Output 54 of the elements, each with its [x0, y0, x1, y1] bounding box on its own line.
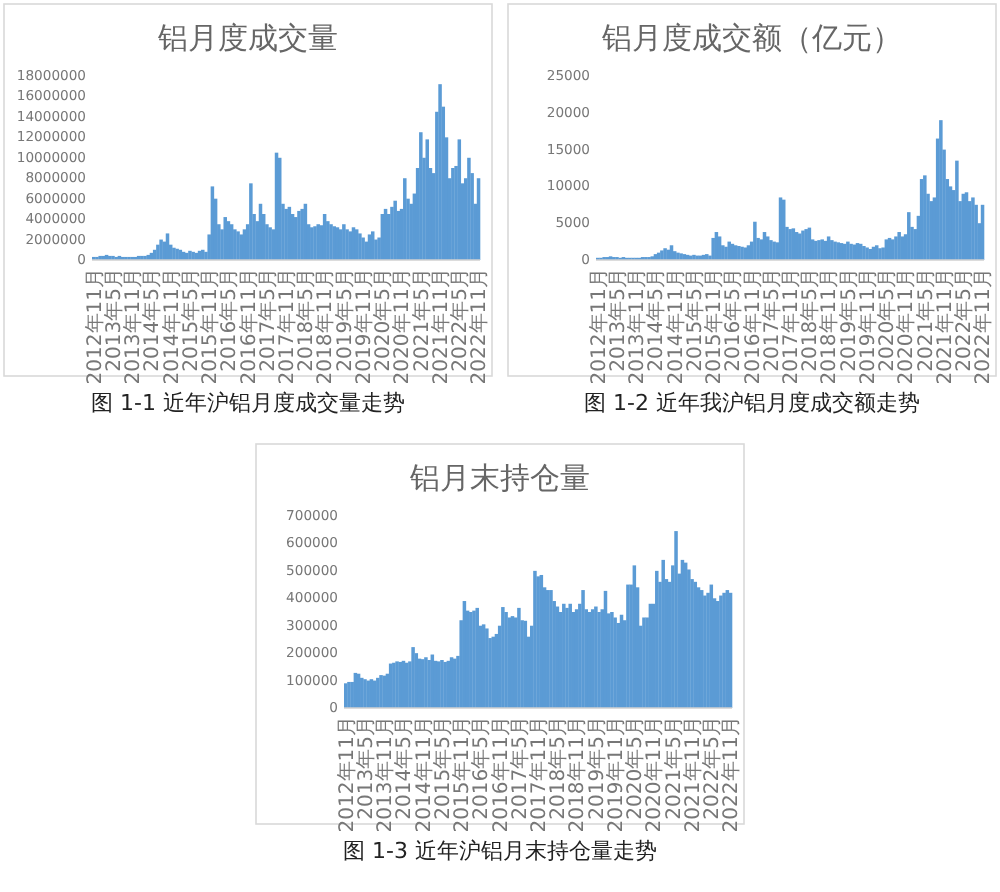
x-tick-label: 2018年11月 — [565, 716, 590, 833]
x-tick-label: 2019年11月 — [603, 716, 628, 833]
x-tick-label: 2015年5月 — [430, 716, 455, 820]
x-tick-label: 2012年11月 — [82, 268, 107, 385]
x-tick-label: 2019年5月 — [332, 268, 357, 372]
x-tick-label: 2016年11月 — [236, 268, 261, 385]
x-tick-label: 2017年5月 — [507, 716, 532, 820]
x-tick-label: 2017年5月 — [759, 268, 784, 372]
x-tick-label: 2014年5月 — [644, 268, 669, 372]
x-tick-label: 2018年11月 — [817, 268, 842, 385]
x-tick-label: 2019年11月 — [855, 268, 880, 385]
x-tick-label: 2022年11月 — [467, 268, 492, 385]
x-tick-label: 2017年11月 — [275, 268, 299, 385]
x-tick-label: 2014年11月 — [663, 268, 688, 385]
x-tick-label: 2020年11月 — [642, 716, 667, 833]
x-tick-label: 2017年11月 — [527, 716, 551, 833]
x-tick-label: 2012年11月 — [334, 716, 359, 833]
x-tick-label: 2021年11月 — [932, 268, 957, 385]
x-tick-label: 2021年5月 — [661, 716, 686, 820]
x-tick-label: 2020年11月 — [894, 268, 919, 385]
x-tick-label: 2013年5月 — [353, 716, 378, 820]
x-tick-label: 2013年5月 — [101, 268, 126, 372]
x-tick-label: 2015年5月 — [178, 268, 203, 372]
x-tick-label: 2016年11月 — [488, 716, 513, 833]
x-tick-label: 2021年5月 — [913, 268, 938, 372]
chart-title: 铝月度成交额（亿元） — [600, 20, 902, 56]
x-tick-label: 2022年11月 — [971, 268, 996, 385]
x-tick-label: 2014年5月 — [392, 716, 417, 820]
x-tick-label: 2017年5月 — [255, 268, 280, 372]
x-tick-label: 2014年5月 — [140, 268, 165, 372]
x-tick-label: 2015年5月 — [682, 268, 707, 372]
caption: 图 1-2 近年我沪铝月度成交额走势 — [584, 390, 920, 416]
x-tick-label: 2020年11月 — [390, 268, 415, 385]
chart-title: 铝月度成交量 — [156, 20, 338, 56]
x-tick-label: 2021年5月 — [409, 268, 434, 372]
x-tick-label: 2016年5月 — [469, 716, 494, 820]
x-tick-label: 2018年11月 — [313, 268, 338, 385]
x-tick-label: 2019年5月 — [584, 716, 609, 820]
x-tick-label: 2012年11月 — [586, 268, 611, 385]
x-tick-label: 2022年11月 — [719, 716, 744, 833]
caption: 图 1-3 近年沪铝月末持仓量走势 — [343, 838, 657, 864]
x-tick-label: 2016年5月 — [721, 268, 746, 372]
caption: 图 1-1 近年沪铝月度成交量走势 — [91, 390, 405, 416]
x-tick-label: 2021年11月 — [428, 268, 453, 385]
chart-title: 铝月末持仓量 — [408, 460, 590, 496]
x-tick-label: 2016年11月 — [740, 268, 765, 385]
x-tick-label: 2013年5月 — [605, 268, 630, 372]
x-tick-label: 2021年11月 — [680, 716, 705, 833]
x-tick-label: 2017年11月 — [779, 268, 803, 385]
x-tick-label: 2019年11月 — [351, 268, 376, 385]
x-tick-label: 2014年11月 — [411, 716, 436, 833]
x-tick-label: 2019年5月 — [836, 268, 861, 372]
x-tick-label: 2014年11月 — [159, 268, 184, 385]
x-tick-label: 2016年5月 — [217, 268, 242, 372]
